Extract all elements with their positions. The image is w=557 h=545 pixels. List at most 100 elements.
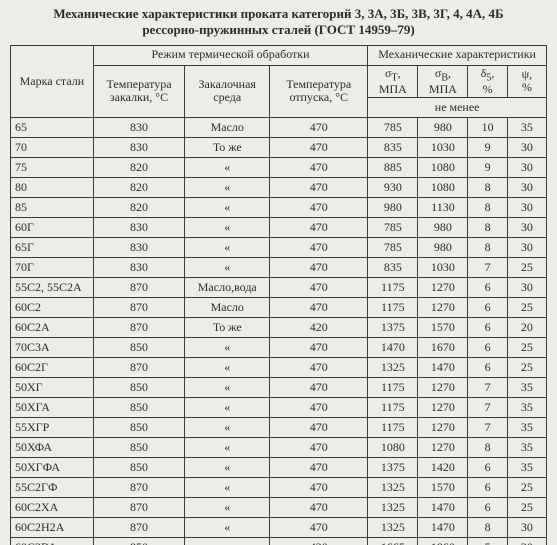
cell-hardening-temp: 870 bbox=[93, 298, 185, 318]
cell-hardening-temp: 870 bbox=[93, 278, 185, 298]
cell-delta5: 10 bbox=[468, 118, 507, 138]
cell-sigma-t: 1175 bbox=[368, 398, 418, 418]
cell-sigma-v: 1270 bbox=[418, 278, 468, 298]
document-title: Механические характеристики проката кате… bbox=[16, 6, 541, 39]
cell-sigma-v: 980 bbox=[418, 118, 468, 138]
cell-sigma-t: 1325 bbox=[368, 358, 418, 378]
cell-quench-medium: « bbox=[185, 398, 270, 418]
cell-psi: 30 bbox=[507, 178, 546, 198]
cell-delta5: 8 bbox=[468, 218, 507, 238]
cell-sigma-t: 1080 bbox=[368, 438, 418, 458]
cell-hardening-temp: 820 bbox=[93, 178, 185, 198]
cell-quench-medium: « bbox=[185, 478, 270, 498]
table-row: 55ХГР850«47011751270735 bbox=[11, 418, 547, 438]
cell-psi: 25 bbox=[507, 498, 546, 518]
table-row: 70Г830«4708351030725 bbox=[11, 258, 547, 278]
cell-tempering-temp: 470 bbox=[270, 418, 368, 438]
table-row: 60Г830«470785980830 bbox=[11, 218, 547, 238]
cell-sigma-v: 1270 bbox=[418, 398, 468, 418]
cell-sigma-v: 1270 bbox=[418, 378, 468, 398]
cell-sigma-t: 1175 bbox=[368, 278, 418, 298]
cell-quench-medium: То же bbox=[185, 318, 270, 338]
cell-steel: 85 bbox=[11, 198, 94, 218]
cell-steel: 55ХГР bbox=[11, 418, 94, 438]
cell-sigma-v: 1030 bbox=[418, 258, 468, 278]
cell-sigma-v: 1270 bbox=[418, 298, 468, 318]
cell-hardening-temp: 850 bbox=[93, 538, 185, 545]
cell-sigma-v: 1470 bbox=[418, 518, 468, 538]
cell-tempering-temp: 420 bbox=[270, 538, 368, 545]
cell-delta5: 8 bbox=[468, 238, 507, 258]
cell-tempering-temp: 470 bbox=[270, 238, 368, 258]
col-psi: ψ,% bbox=[507, 65, 546, 98]
col-not-less: не менее bbox=[368, 98, 547, 118]
cell-steel: 60С2ХА bbox=[11, 498, 94, 518]
cell-sigma-v: 1130 bbox=[418, 198, 468, 218]
cell-delta5: 7 bbox=[468, 378, 507, 398]
cell-psi: 30 bbox=[507, 218, 546, 238]
table-row: 65Г830«470785980830 bbox=[11, 238, 547, 258]
cell-sigma-t: 1175 bbox=[368, 298, 418, 318]
cell-psi: 25 bbox=[507, 358, 546, 378]
cell-sigma-t: 835 bbox=[368, 258, 418, 278]
table-row: 60С2Г870«47013251470625 bbox=[11, 358, 547, 378]
cell-quench-medium: « bbox=[185, 358, 270, 378]
cell-tempering-temp: 470 bbox=[270, 338, 368, 358]
cell-tempering-temp: 470 bbox=[270, 258, 368, 278]
cell-sigma-v: 1080 bbox=[418, 158, 468, 178]
cell-sigma-v: 980 bbox=[418, 218, 468, 238]
cell-quench-medium: « bbox=[185, 418, 270, 438]
cell-tempering-temp: 470 bbox=[270, 218, 368, 238]
cell-delta5: 7 bbox=[468, 398, 507, 418]
cell-delta5: 6 bbox=[468, 478, 507, 498]
cell-sigma-t: 785 bbox=[368, 118, 418, 138]
cell-quench-medium: « bbox=[185, 338, 270, 358]
col-quench-medium: Закалочная среда bbox=[185, 65, 270, 118]
cell-hardening-temp: 870 bbox=[93, 318, 185, 338]
cell-tempering-temp: 470 bbox=[270, 178, 368, 198]
table-row: 75820«4708851080930 bbox=[11, 158, 547, 178]
cell-delta5: 6 bbox=[468, 278, 507, 298]
cell-psi: 35 bbox=[507, 378, 546, 398]
cell-sigma-t: 1325 bbox=[368, 478, 418, 498]
table-row: 50ХГФА850«47013751420635 bbox=[11, 458, 547, 478]
col-tempering-temp: Температура отпуска, °С bbox=[270, 65, 368, 118]
cell-steel: 75 bbox=[11, 158, 94, 178]
cell-delta5: 8 bbox=[468, 438, 507, 458]
cell-delta5: 7 bbox=[468, 258, 507, 278]
cell-psi: 25 bbox=[507, 478, 546, 498]
cell-sigma-v: 1470 bbox=[418, 358, 468, 378]
cell-hardening-temp: 850 bbox=[93, 398, 185, 418]
cell-tempering-temp: 470 bbox=[270, 138, 368, 158]
cell-tempering-temp: 470 bbox=[270, 498, 368, 518]
cell-steel: 65 bbox=[11, 118, 94, 138]
cell-delta5: 6 bbox=[468, 338, 507, 358]
col-sigma-t: σT,МПА bbox=[368, 65, 418, 98]
cell-quench-medium: Масло bbox=[185, 298, 270, 318]
cell-tempering-temp: 470 bbox=[270, 398, 368, 418]
cell-quench-medium: « bbox=[185, 458, 270, 478]
cell-hardening-temp: 870 bbox=[93, 498, 185, 518]
cell-quench-medium: « bbox=[185, 218, 270, 238]
cell-steel: 50ХГА bbox=[11, 398, 94, 418]
table-row: 50ХФА850«47010801270835 bbox=[11, 438, 547, 458]
cell-delta5: 6 bbox=[468, 458, 507, 478]
cell-hardening-temp: 820 bbox=[93, 158, 185, 178]
cell-tempering-temp: 470 bbox=[270, 278, 368, 298]
cell-hardening-temp: 870 bbox=[93, 478, 185, 498]
cell-sigma-t: 1175 bbox=[368, 378, 418, 398]
cell-hardening-temp: 830 bbox=[93, 138, 185, 158]
cell-psi: 35 bbox=[507, 398, 546, 418]
cell-sigma-v: 1570 bbox=[418, 318, 468, 338]
table-row: 65830Масло4707859801035 bbox=[11, 118, 547, 138]
cell-delta5: 9 bbox=[468, 138, 507, 158]
cell-steel: 65Г bbox=[11, 238, 94, 258]
cell-psi: 30 bbox=[507, 158, 546, 178]
cell-steel: 60С2А bbox=[11, 318, 94, 338]
cell-hardening-temp: 830 bbox=[93, 238, 185, 258]
cell-steel: 70С3А bbox=[11, 338, 94, 358]
cell-sigma-t: 1375 bbox=[368, 458, 418, 478]
cell-steel: 55С2, 55С2А bbox=[11, 278, 94, 298]
cell-steel: 50ХГФА bbox=[11, 458, 94, 478]
table-row: 60С2А870То же42013751570620 bbox=[11, 318, 547, 338]
